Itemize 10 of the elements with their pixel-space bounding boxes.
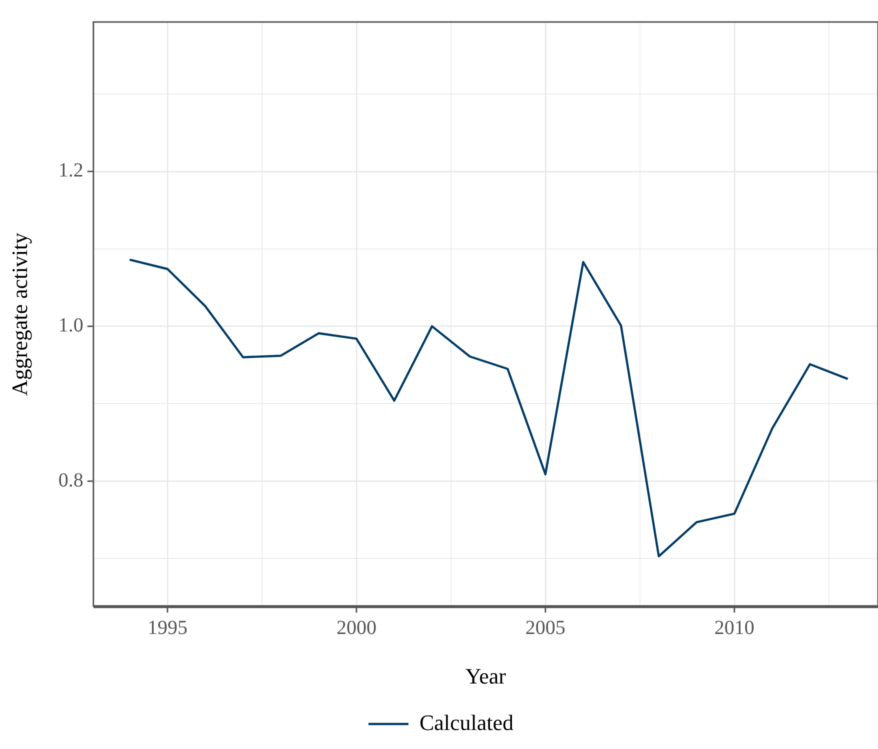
y-tick-label: 1.0 — [58, 314, 84, 337]
y-tick-label: 1.2 — [58, 160, 84, 182]
x-axis-title: Year — [465, 664, 507, 689]
legend-label: Calculated — [419, 710, 514, 735]
y-tick-label: 0.8 — [58, 469, 84, 492]
y-axis-title: Aggregate activity — [6, 232, 32, 396]
x-tick-label: 2005 — [525, 616, 566, 639]
x-tick-label: 1995 — [147, 616, 188, 639]
x-tick-label: 2010 — [714, 616, 754, 639]
x-tick-label: 2000 — [336, 616, 376, 639]
